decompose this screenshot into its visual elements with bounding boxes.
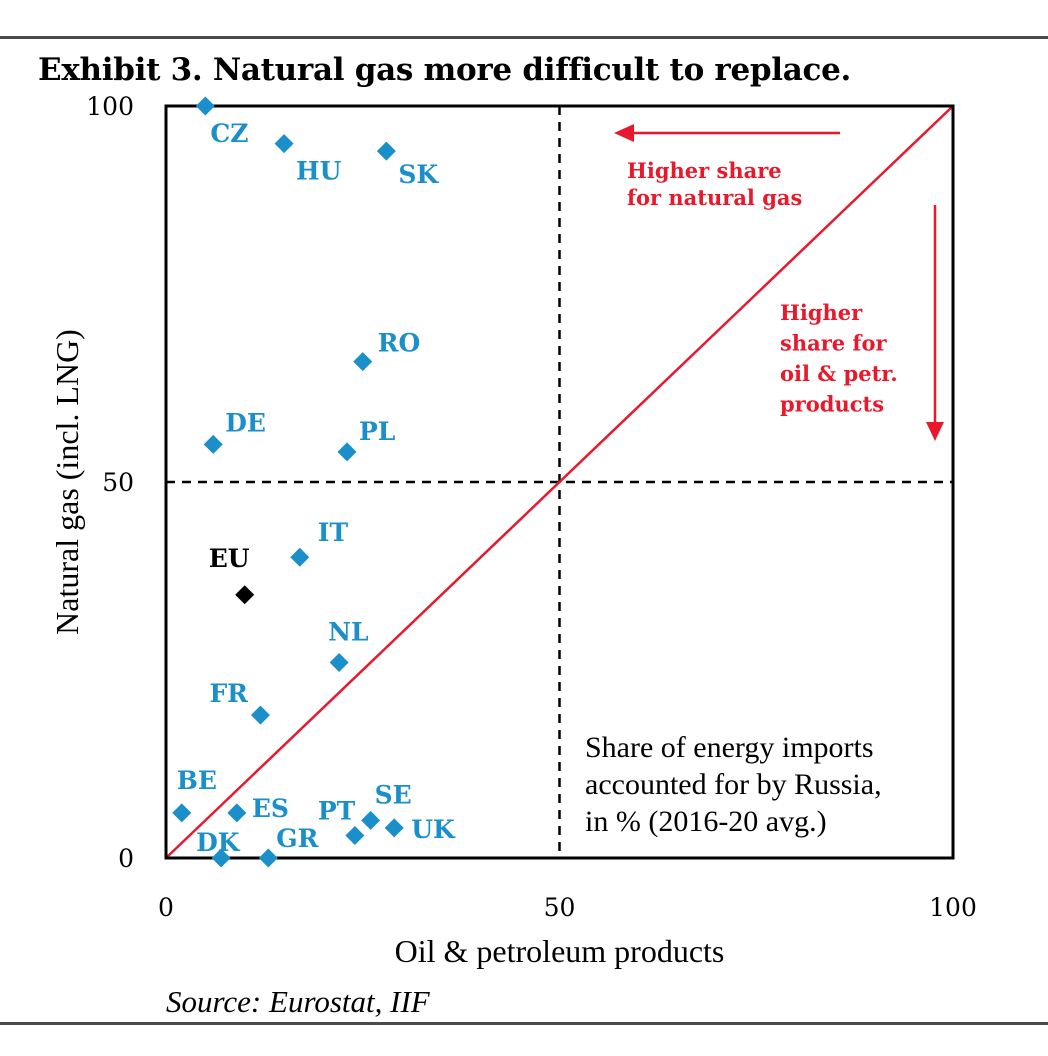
point-label-de: DE — [225, 408, 266, 437]
point-label-pt: PT — [318, 796, 356, 825]
x-tick-label: 50 — [544, 893, 576, 922]
point-gr — [258, 848, 278, 868]
point-fr — [250, 705, 270, 725]
chart-note-line: Share of energy imports — [585, 731, 874, 764]
plot-border — [164, 104, 955, 860]
point-label-sk: SK — [398, 160, 439, 189]
oil-annotation-line: Higher — [780, 300, 863, 325]
point-label-be: BE — [177, 766, 217, 795]
plot-frame — [164, 104, 955, 860]
diagonal-line — [165, 105, 954, 859]
point-cz — [195, 96, 215, 116]
x-tick-label: 100 — [929, 893, 977, 922]
left-arrow-head — [614, 124, 634, 142]
oil-annotation-line: share for — [780, 331, 887, 356]
down-arrow-head — [926, 422, 944, 441]
point-pl — [337, 442, 357, 462]
point-it — [290, 547, 310, 567]
point-hu — [274, 134, 294, 154]
x-axis-label: Oil & petroleum products — [395, 933, 725, 969]
bottom-rule — [0, 1022, 1048, 1025]
point-be — [172, 803, 192, 823]
top-rule — [0, 36, 1048, 39]
point-label-uk: UK — [411, 815, 456, 844]
point-uk — [384, 818, 404, 838]
point-es — [227, 803, 247, 823]
y-axis-label: Natural gas (incl. LNG) — [49, 329, 85, 635]
point-label-se: SE — [375, 780, 412, 809]
y-tick-label: 50 — [102, 468, 134, 497]
oil-annotation-line: oil & petr. — [780, 361, 898, 386]
point-label-ro: RO — [378, 329, 421, 358]
scatter-chart: 0 50 100 0 50 100 CZ HU SK RO DE PL IT EU NL FR BE ES PT S… — [49, 92, 977, 969]
axis-ticks: 0 50 100 0 50 100 — [86, 92, 977, 922]
source-note: Source: Eurostat, IIF — [166, 984, 430, 1019]
point-labels: CZ HU SK RO DE PL IT EU NL FR BE ES PT SE UK DK GR — [177, 119, 456, 857]
point-sk — [376, 141, 396, 161]
point-se — [361, 810, 381, 830]
point-label-it: IT — [318, 518, 349, 547]
point-de — [203, 434, 223, 454]
point-label-nl: NL — [328, 617, 369, 646]
point-pt — [345, 825, 365, 845]
chart-note-line: in % (2016-20 avg.) — [585, 805, 827, 838]
natural-gas-annotation-line: for natural gas — [627, 185, 802, 210]
point-label-es: ES — [252, 794, 289, 823]
direction-arrows — [614, 124, 944, 441]
data-points — [172, 96, 404, 868]
point-label-eu: EU — [209, 544, 250, 573]
point-nl — [329, 652, 349, 672]
point-label-hu: HU — [296, 157, 342, 186]
point-label-cz: CZ — [210, 119, 248, 148]
point-dk — [211, 848, 231, 868]
oil-annotation-line: products — [780, 392, 884, 417]
x-tick-label: 0 — [158, 893, 174, 922]
natural-gas-annotation-line: Higher share — [627, 158, 782, 183]
point-label-pl: PL — [359, 417, 396, 446]
chart-note-line: accounted for by Russia, — [585, 768, 882, 801]
point-label-gr: GR — [276, 824, 318, 853]
y-tick-label: 100 — [86, 92, 134, 121]
point-ro — [353, 352, 373, 372]
y-tick-label: 0 — [118, 844, 134, 873]
point-eu — [235, 585, 255, 605]
chart-title: Exhibit 3. Natural gas more difficult to… — [38, 52, 852, 88]
point-label-fr: FR — [209, 679, 248, 708]
reference-lines — [165, 105, 954, 859]
point-label-dk: DK — [196, 828, 241, 857]
